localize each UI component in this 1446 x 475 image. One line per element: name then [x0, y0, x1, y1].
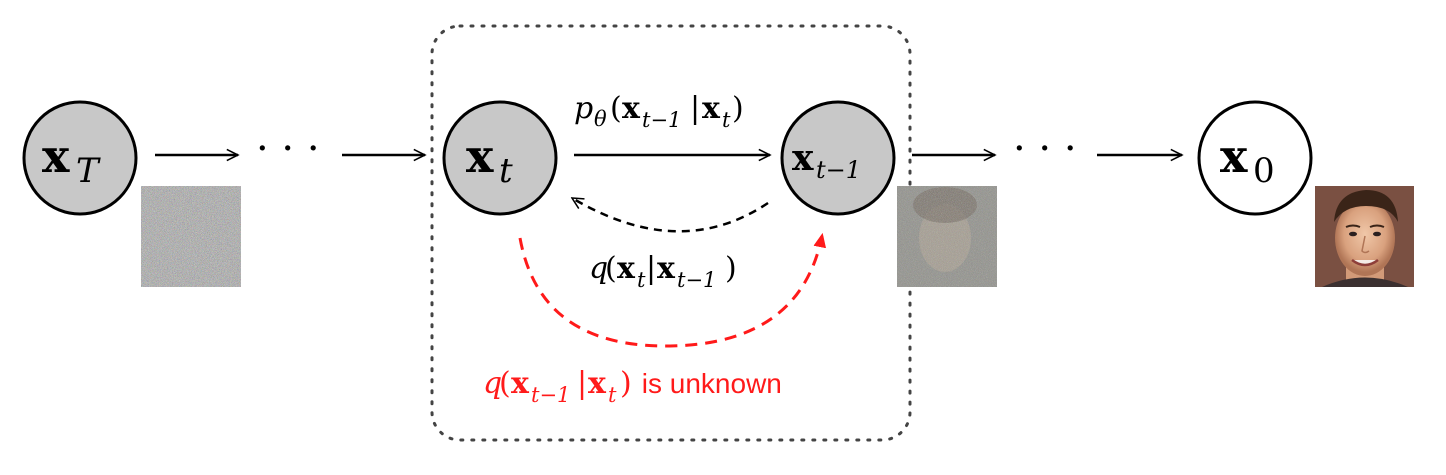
svg-text:): )	[620, 366, 632, 401]
node-x-T-sub: T	[76, 151, 101, 191]
svg-text:(: (	[605, 251, 617, 286]
svg-text:q: q	[483, 366, 502, 401]
svg-text:is unknown: is unknown	[634, 368, 782, 399]
node-x-0: x 0	[1197, 100, 1313, 216]
svg-text:t: t	[637, 268, 646, 292]
svg-text:x: x	[617, 251, 636, 286]
svg-text:t−1: t−1	[531, 383, 570, 407]
node-x-t-minus-1-sub: t−1	[816, 156, 861, 184]
svg-text:x: x	[657, 251, 676, 286]
svg-text:x: x	[588, 366, 607, 401]
unknown-posterior-label: q ( x t−1 | x t ) is unknown	[483, 366, 782, 407]
unknown-posterior-arrow	[518, 232, 827, 348]
ellipsis-right: · · ·	[1013, 126, 1077, 172]
svg-text:|: |	[577, 366, 587, 401]
svg-text:): )	[732, 91, 744, 126]
noise-image	[141, 186, 241, 287]
svg-text:(: (	[499, 366, 511, 401]
clean-face-image	[1315, 186, 1414, 287]
node-x-T: x T	[22, 100, 138, 216]
highlight-box	[430, 24, 912, 442]
svg-text:q: q	[589, 251, 608, 286]
forward-process-label: q ( x t | x t−1 )	[589, 251, 737, 292]
node-x-t: x t	[442, 100, 558, 216]
svg-text:p: p	[574, 91, 593, 126]
svg-text:t−1: t−1	[677, 268, 716, 292]
reverse-process-label: p θ ( x t−1 | x t )	[574, 91, 744, 132]
svg-text:x: x	[702, 91, 721, 126]
svg-text:|: |	[690, 91, 700, 126]
svg-text:t: t	[722, 108, 731, 132]
ellipsis-left: · · ·	[256, 126, 320, 172]
svg-text:t−1: t−1	[642, 108, 681, 132]
node-x-t-minus-1: x t−1	[780, 100, 896, 216]
node-x-t-sub: t	[499, 151, 513, 191]
svg-text:t: t	[608, 383, 617, 407]
svg-text:(: (	[610, 91, 622, 126]
svg-text:x: x	[622, 91, 641, 126]
node-x-0-base: x	[1220, 129, 1248, 183]
node-x-0-sub: 0	[1253, 151, 1275, 191]
svg-text:x: x	[511, 366, 530, 401]
node-x-t-minus-1-base: x	[792, 137, 814, 179]
node-x-T-base: x	[42, 129, 70, 183]
svg-text:|: |	[646, 251, 656, 286]
partially-denoised-face-image	[897, 186, 997, 287]
svg-text:θ: θ	[594, 107, 607, 131]
arrow-forward-process	[572, 196, 769, 233]
svg-text:): )	[725, 251, 737, 286]
node-x-t-base: x	[466, 129, 494, 183]
